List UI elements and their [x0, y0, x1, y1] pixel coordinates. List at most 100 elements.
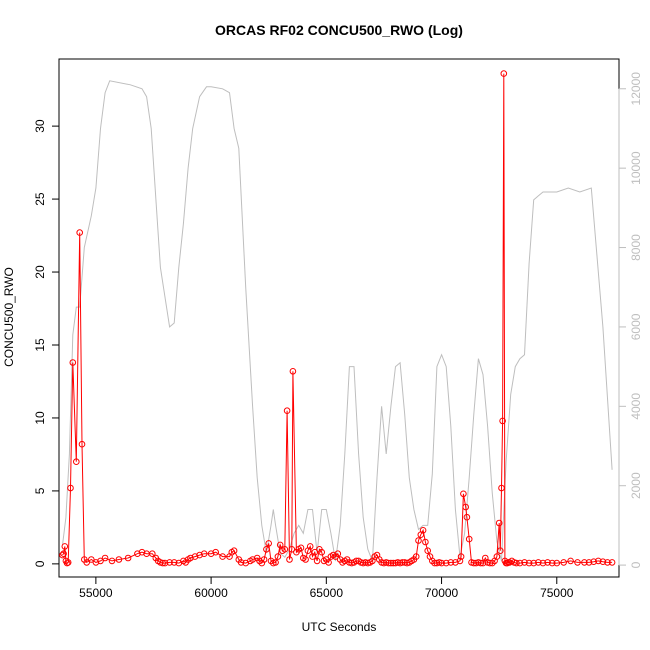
data-point: [108, 557, 116, 565]
data-point: [604, 559, 611, 566]
data-point: [389, 559, 397, 567]
data-point: [334, 550, 342, 558]
y-axis: 0 5 10 15 20 25 30: [33, 119, 60, 567]
data-point: [493, 553, 501, 560]
y-tick-label: 15: [33, 338, 47, 352]
data-point: [101, 554, 109, 562]
primary-series-line: [62, 73, 613, 564]
data-point: [78, 440, 86, 448]
data-point: [525, 559, 533, 567]
data-point: [311, 548, 319, 556]
data-point: [477, 559, 485, 567]
data-point: [260, 556, 268, 563]
data-point: [60, 550, 67, 558]
data-point: [590, 558, 598, 566]
data-point: [297, 544, 305, 552]
data-point: [499, 417, 506, 425]
data-point: [412, 553, 420, 560]
data-point: [513, 559, 520, 567]
data-point: [313, 557, 321, 565]
data-point: [302, 556, 309, 563]
data-point: [553, 559, 561, 567]
data-point: [134, 550, 141, 558]
data-point: [399, 559, 406, 566]
y-tick-label: 25: [33, 192, 47, 206]
data-point: [92, 559, 100, 566]
y2-tick-label: 0: [629, 561, 643, 568]
data-point: [447, 559, 455, 566]
x-tick-label: 70000: [425, 586, 459, 600]
data-point: [219, 553, 226, 560]
y2-tick-label: 8000: [629, 234, 643, 261]
y2-tick-label: 10000: [629, 151, 643, 185]
data-point: [325, 559, 332, 566]
data-point: [83, 559, 90, 566]
data-point: [191, 553, 199, 560]
x-tick-label: 75000: [540, 586, 574, 600]
data-point: [59, 551, 66, 559]
data-point: [530, 559, 538, 567]
x-tick-label: 55000: [79, 586, 113, 600]
data-point: [470, 559, 478, 567]
data-point: [67, 484, 74, 492]
y2-tick-label: 2000: [629, 472, 643, 499]
data-point: [495, 519, 503, 527]
data-point: [385, 559, 392, 567]
data-point: [76, 229, 83, 236]
data-point: [500, 70, 508, 77]
data-point: [442, 559, 450, 567]
data-point: [196, 551, 203, 559]
data-point: [456, 557, 464, 565]
data-point: [138, 548, 146, 556]
data-point: [387, 559, 395, 567]
series-layer: [59, 70, 616, 567]
data-point: [69, 359, 77, 366]
data-point: [97, 557, 104, 565]
data-point: [574, 559, 581, 566]
data-point: [462, 503, 470, 511]
data-point: [424, 547, 432, 555]
y2-tick-label: 12000: [629, 72, 643, 106]
data-point: [274, 553, 282, 560]
data-point: [166, 559, 173, 566]
data-point: [516, 559, 524, 567]
data-point: [289, 368, 297, 375]
data-point: [61, 543, 69, 550]
data-point: [465, 535, 473, 543]
data-point: [237, 559, 245, 566]
y-tick-label: 30: [33, 119, 47, 133]
data-point: [263, 546, 270, 553]
data-point: [599, 558, 607, 566]
data-point: [286, 556, 293, 563]
data-point: [419, 527, 427, 534]
data-point: [353, 557, 360, 565]
data-point: [306, 543, 314, 550]
data-point: [318, 548, 326, 556]
data-point: [608, 559, 616, 566]
data-point: [544, 559, 551, 566]
data-point: [535, 559, 542, 566]
data-point: [200, 550, 208, 558]
data-point: [585, 559, 593, 566]
secondary-series-line: [62, 80, 613, 562]
data-point: [521, 559, 528, 566]
data-point: [63, 559, 71, 567]
data-point: [431, 559, 438, 567]
data-point: [281, 546, 289, 553]
data-point: [497, 547, 504, 555]
data-point: [124, 554, 132, 562]
data-point: [539, 559, 547, 567]
secondary-y-axis: 0 2000 4000 6000 8000 10000 12000: [618, 72, 643, 568]
data-point: [288, 546, 296, 553]
data-point: [115, 556, 123, 563]
data-point: [415, 537, 422, 544]
data-point: [463, 513, 471, 521]
data-point: [283, 407, 291, 415]
data-point: [265, 540, 273, 547]
data-point: [159, 559, 166, 567]
x-tick-label: 65000: [310, 586, 344, 600]
data-point: [498, 484, 505, 492]
data-point: [230, 547, 238, 555]
data-point: [272, 559, 279, 566]
